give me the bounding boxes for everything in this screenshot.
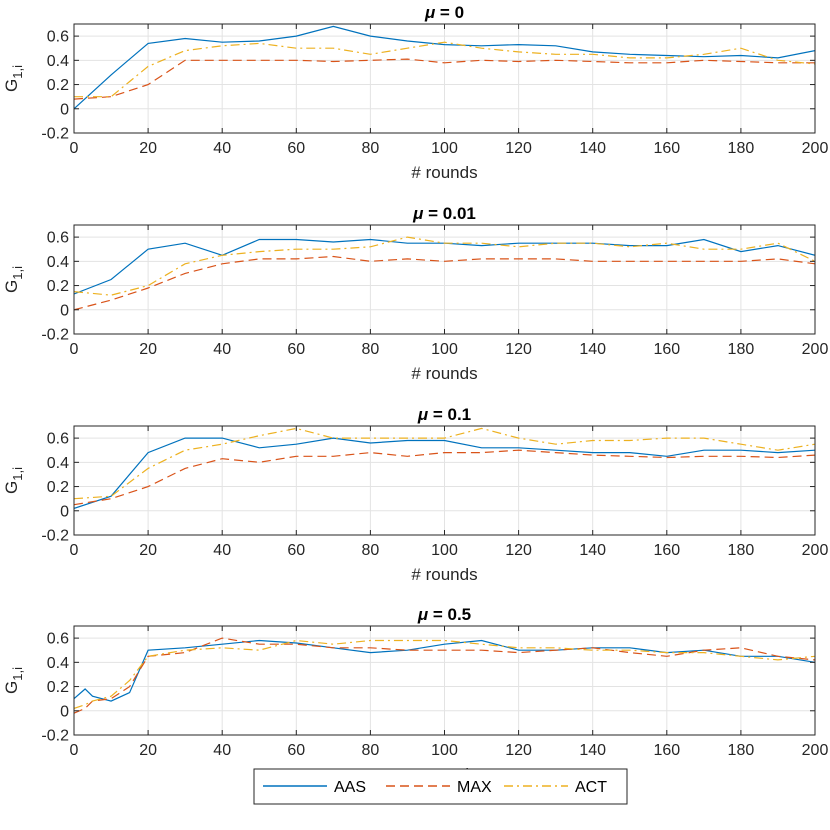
x-tick-label: 60 (287, 542, 305, 559)
series-line-max (74, 637, 815, 714)
x-tick-label: 160 (653, 341, 680, 358)
x-tick-label: 180 (728, 742, 755, 759)
x-tick-label: 40 (213, 140, 231, 157)
x-tick-label: 20 (139, 140, 157, 157)
series-line-act (74, 41, 815, 98)
y-tick-label: 0.4 (47, 455, 69, 472)
y-axis-label: G1,i (2, 65, 25, 92)
x-tick-label: 200 (802, 542, 829, 559)
series-line-max (74, 449, 815, 506)
x-tick-label: 80 (362, 742, 380, 759)
y-tick-label: 0.4 (47, 254, 69, 271)
x-tick-label: 60 (287, 742, 305, 759)
y-tick-label: 0 (60, 302, 69, 319)
x-tick-label: 20 (139, 742, 157, 759)
x-tick-label: 100 (431, 140, 458, 157)
x-tick-label: 80 (362, 341, 380, 358)
series-line-act (74, 639, 815, 709)
x-tick-label: 200 (802, 140, 829, 157)
x-tick-label: 40 (213, 742, 231, 759)
x-tick-label: 0 (70, 140, 79, 157)
x-tick-label: 100 (431, 742, 458, 759)
y-tick-label: 0.2 (47, 679, 69, 696)
chart-panel-3: 0 20 40 60 80 100 120 140 160 180 200-0.200.20.40.… (2, 605, 828, 784)
series-line-act (74, 236, 815, 296)
x-tick-label: 140 (579, 542, 606, 559)
x-tick-label: 100 (431, 341, 458, 358)
x-tick-label: 180 (728, 140, 755, 157)
x-tick-label: 120 (505, 542, 532, 559)
y-tick-label: 0 (60, 101, 69, 118)
y-tick-label: 0.4 (47, 655, 69, 672)
x-axis-label: # rounds (411, 565, 477, 584)
y-axis-label: G1,i (2, 667, 25, 694)
x-tick-label: 160 (653, 542, 680, 559)
x-tick-label: 140 (579, 742, 606, 759)
x-tick-label: 140 (579, 140, 606, 157)
x-tick-label: 20 (139, 542, 157, 559)
chart-title: μ = 0.5 (417, 605, 471, 624)
y-tick-label: 0.4 (47, 53, 69, 70)
series-line-max (74, 58, 815, 100)
x-tick-label: 60 (287, 140, 305, 157)
y-tick-label: -0.2 (41, 327, 69, 344)
x-tick-label: 0 (70, 742, 79, 759)
legend-label-act: ACT (575, 779, 607, 796)
series-line-max (74, 255, 815, 311)
y-tick-label: 0.6 (47, 631, 69, 648)
x-tick-label: 80 (362, 542, 380, 559)
x-tick-label: 160 (653, 742, 680, 759)
series-line-aas (74, 437, 815, 509)
y-tick-label: -0.2 (41, 528, 69, 545)
x-tick-label: 40 (213, 542, 231, 559)
y-tick-label: 0.6 (47, 230, 69, 247)
x-tick-label: 180 (728, 341, 755, 358)
y-axis-label: G1,i (2, 266, 25, 293)
x-tick-label: 160 (653, 140, 680, 157)
chart-panel-1: 0 20 40 60 80 100 120 140 160 180 200-0.200.20.40.… (2, 204, 828, 383)
x-tick-label: 120 (505, 742, 532, 759)
y-tick-label: 0.6 (47, 431, 69, 448)
y-tick-label: 0 (60, 503, 69, 520)
x-tick-label: 20 (139, 341, 157, 358)
x-tick-label: 120 (505, 341, 532, 358)
x-tick-label: 140 (579, 341, 606, 358)
x-tick-label: 40 (213, 341, 231, 358)
x-tick-label: 0 (70, 542, 79, 559)
y-tick-label: 0.2 (47, 77, 69, 94)
series-line-act (74, 427, 815, 500)
chart-panel-2: 0 20 40 60 80 100 120 140 160 180 200-0.200.20.40.… (2, 405, 828, 584)
chart-title: μ = 0.1 (417, 405, 471, 424)
x-tick-label: 60 (287, 341, 305, 358)
legend-label-max: MAX (457, 779, 492, 796)
y-tick-label: -0.2 (41, 126, 69, 143)
x-tick-label: 200 (802, 742, 829, 759)
x-tick-label: 200 (802, 341, 829, 358)
x-tick-label: 120 (505, 140, 532, 157)
y-tick-label: 0.2 (47, 479, 69, 496)
legend: AAS MAX ACT (253, 768, 628, 805)
x-tick-label: 180 (728, 542, 755, 559)
y-tick-label: 0 (60, 703, 69, 720)
legend-label-aas: AAS (334, 779, 366, 796)
x-axis-label: # rounds (411, 364, 477, 383)
y-tick-label: 0.6 (47, 29, 69, 46)
x-axis-label: # rounds (411, 163, 477, 182)
x-tick-label: 100 (431, 542, 458, 559)
chart-title: μ = 0 (424, 3, 464, 22)
chart-panel-0: 0 20 40 60 80 100 120 140 160 180 200-0.200.20.40.… (2, 3, 828, 182)
y-tick-label: 0.2 (47, 278, 69, 295)
y-axis-label: G1,i (2, 467, 25, 494)
chart-title: μ = 0.01 (412, 204, 476, 223)
x-tick-label: 0 (70, 341, 79, 358)
series-line-aas (74, 25, 815, 110)
y-tick-label: -0.2 (41, 728, 69, 745)
x-tick-label: 80 (362, 140, 380, 157)
